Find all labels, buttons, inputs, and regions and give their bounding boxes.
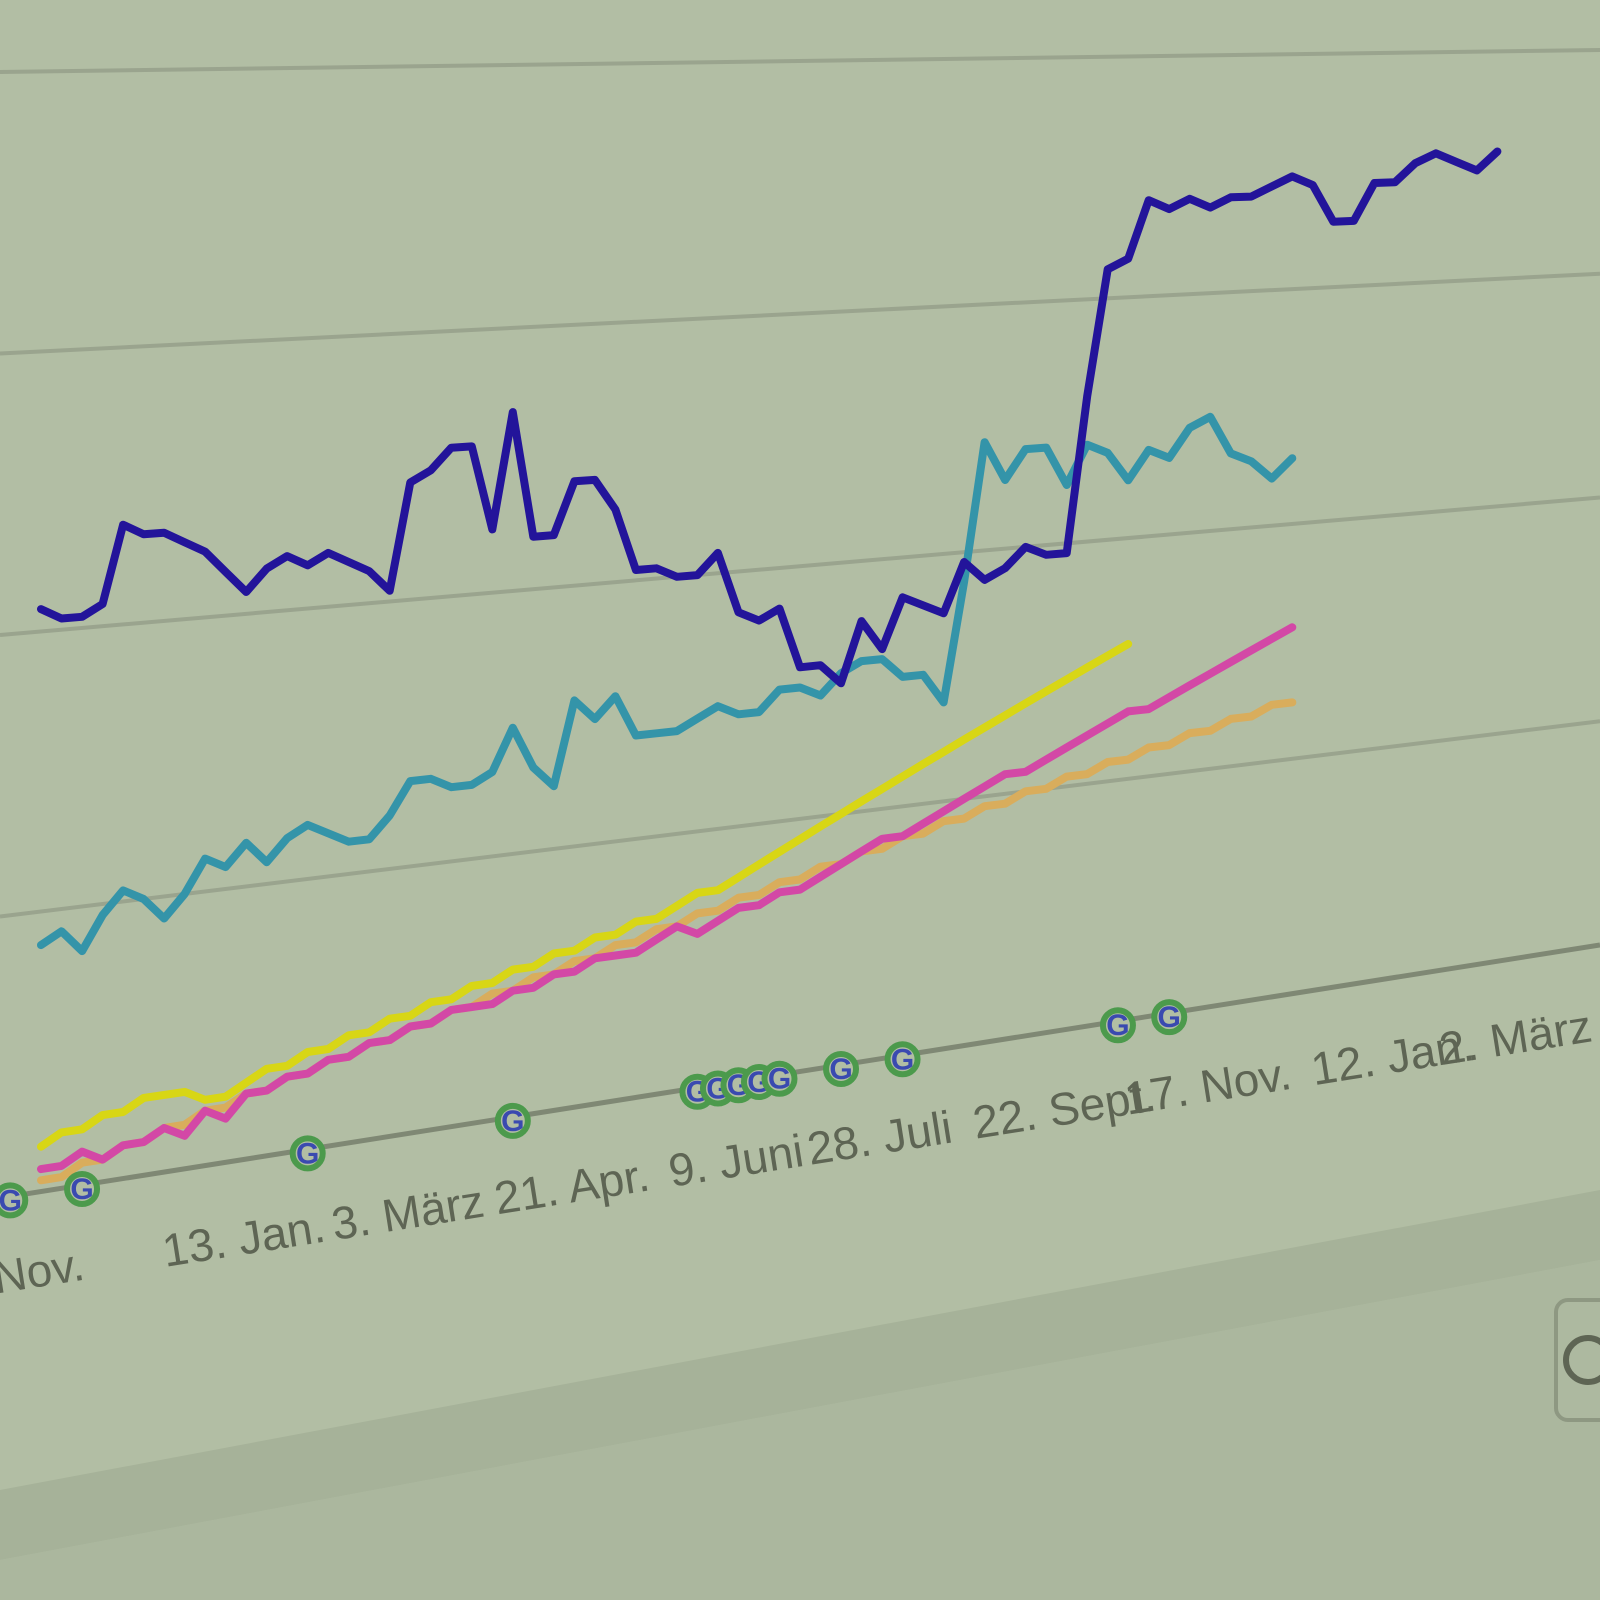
marker-label: G <box>1106 1009 1129 1042</box>
footer-panel <box>0 1260 1600 1600</box>
google-update-marker[interactable]: G <box>761 1060 798 1097</box>
marker-label: G <box>1158 1001 1181 1034</box>
marker-label: G <box>70 1173 93 1206</box>
google-update-marker[interactable]: G <box>884 1041 921 1078</box>
google-update-marker[interactable]: G <box>64 1171 101 1208</box>
x-tick-label: 2. März <box>1436 999 1596 1074</box>
scrollbar-track <box>0 1190 1600 1560</box>
x-tick-label: 21. Apr. <box>491 1149 653 1225</box>
google-update-marker[interactable]: G <box>494 1102 531 1139</box>
google-update-marker[interactable]: G <box>823 1051 860 1088</box>
x-tick-label: 13. Jan. <box>159 1200 329 1277</box>
google-update-marker[interactable]: G <box>1151 999 1188 1036</box>
grid-line <box>0 48 1600 74</box>
marker-label: G <box>891 1043 914 1076</box>
series-line <box>37 623 1297 1174</box>
gear-icon <box>1563 1335 1600 1385</box>
grid-lines <box>0 48 1600 1201</box>
series-line <box>37 412 1297 956</box>
footer-area <box>0 1190 1600 1600</box>
x-axis-line <box>0 942 1600 1201</box>
grid-line <box>0 271 1600 356</box>
marker-label: G <box>768 1063 791 1096</box>
series-line <box>37 640 1133 1151</box>
marker-label: G <box>0 1184 22 1217</box>
series-lines <box>37 147 1502 1185</box>
series-line <box>37 147 1502 688</box>
marker-label: G <box>296 1137 319 1170</box>
google-update-marker[interactable]: G <box>1099 1007 1136 1044</box>
x-tick-label: 28. Juli <box>804 1101 956 1175</box>
settings-button[interactable] <box>1554 1298 1600 1422</box>
x-tick-label: Nov. <box>0 1238 88 1304</box>
x-tick-label: 3. März <box>328 1175 488 1250</box>
google-update-marker[interactable]: G <box>289 1135 326 1172</box>
google-update-marker[interactable]: G <box>0 1182 29 1219</box>
marker-label: G <box>829 1053 852 1086</box>
grid-line <box>0 495 1600 637</box>
x-tick-label: 9. Juni <box>665 1124 807 1197</box>
grid-line <box>0 719 1600 919</box>
marker-label: G <box>501 1105 524 1138</box>
x-tick-label: 17. Nov. <box>1121 1047 1295 1125</box>
